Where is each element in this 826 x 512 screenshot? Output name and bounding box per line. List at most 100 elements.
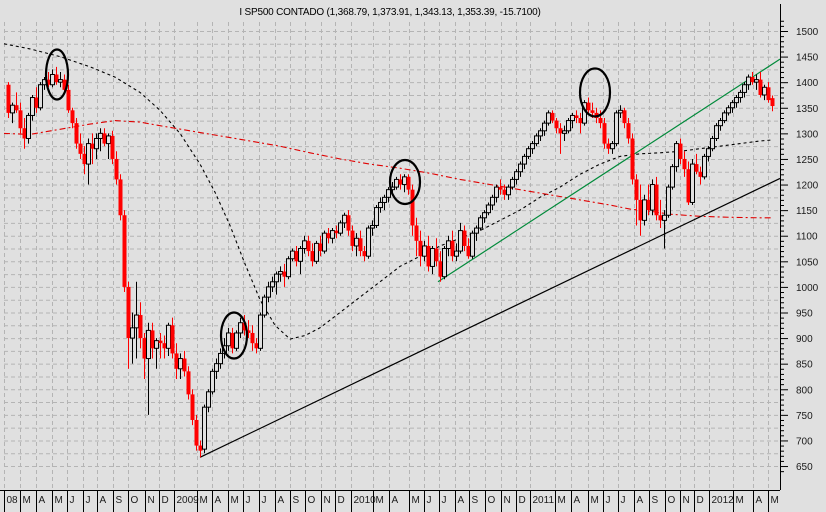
candle-down <box>126 281 131 369</box>
candle-body <box>50 74 55 86</box>
x-tick-label: 2012 <box>712 495 735 506</box>
candle-up <box>474 225 479 241</box>
candle-body <box>626 123 631 139</box>
x-tick-label: A <box>637 495 644 506</box>
candle-up <box>218 348 223 369</box>
grid <box>4 22 780 490</box>
y-tick-label: 1300 <box>796 129 819 140</box>
y-tick-label: 1450 <box>796 53 819 64</box>
candle-up <box>402 174 407 193</box>
candle-body <box>78 143 83 154</box>
candle-up <box>734 94 739 108</box>
candle-down <box>502 184 507 200</box>
x-tick-label: A <box>756 495 763 506</box>
candle-body <box>722 112 727 122</box>
candle-body <box>482 212 487 219</box>
x-tick-label: N <box>683 495 690 506</box>
candle-up <box>38 82 43 111</box>
candle-body <box>474 227 479 234</box>
candle-down <box>766 82 771 103</box>
candle-down <box>198 440 203 458</box>
candle-up <box>666 184 671 218</box>
candle-down <box>82 146 87 175</box>
candle-body <box>62 79 67 90</box>
candle-up <box>482 210 487 223</box>
candle-body <box>606 143 611 149</box>
candle-up <box>30 94 35 121</box>
candle-down <box>654 176 659 221</box>
candle-body <box>394 178 399 188</box>
x-tick-label: N <box>148 495 155 506</box>
candle-body <box>226 332 231 347</box>
candle-up <box>722 110 727 124</box>
candle-body <box>282 271 287 277</box>
candle-body <box>174 353 179 369</box>
candle-body <box>614 112 619 145</box>
candle-body <box>610 143 615 150</box>
candle-up <box>266 281 271 303</box>
candle-up <box>26 112 31 144</box>
support-trendline <box>199 177 781 458</box>
candle-body <box>110 135 115 159</box>
candle-body <box>686 169 691 203</box>
candle-body <box>294 251 299 262</box>
candle-body <box>478 217 483 229</box>
candle-body <box>514 171 519 180</box>
candle-body <box>538 130 543 137</box>
candle-up <box>206 389 211 413</box>
y-tick-label: 950 <box>796 308 813 319</box>
candle-up <box>566 118 571 134</box>
candle-body <box>646 199 651 211</box>
y-tick-label: 750 <box>796 411 813 422</box>
candle-up <box>446 235 451 257</box>
candle-body <box>198 445 203 451</box>
candle-body <box>126 286 131 339</box>
candle-up <box>506 184 511 200</box>
x-tick-label: A <box>392 495 399 506</box>
candle-body <box>334 230 339 234</box>
x-tick-label: 2011 <box>533 495 555 506</box>
candle-body <box>146 329 151 360</box>
candle-body <box>454 250 459 257</box>
candle-down <box>282 263 287 287</box>
candle-up <box>762 84 767 101</box>
candle-body <box>210 370 215 393</box>
candle-body <box>6 84 11 113</box>
candle-body <box>638 199 643 221</box>
candle-body <box>326 233 331 239</box>
candle-up <box>366 225 371 259</box>
x-tick-label: S <box>472 495 479 506</box>
candle-up <box>570 112 575 129</box>
x-tick-label: A <box>100 495 107 506</box>
candle-body <box>730 102 735 109</box>
candle-body <box>378 201 383 209</box>
candle-up <box>202 404 207 454</box>
candle-down <box>682 151 687 177</box>
candle-body <box>526 148 531 157</box>
candle-body <box>590 110 595 113</box>
candle-down <box>646 184 651 216</box>
candle-up <box>546 110 551 126</box>
candle-up <box>154 338 159 369</box>
candle-up <box>670 164 675 190</box>
candle-down <box>466 238 471 259</box>
candle-down <box>110 130 115 165</box>
candle-down <box>66 84 71 113</box>
x-tick-label: M <box>771 495 779 506</box>
candle-up <box>610 141 615 154</box>
candle-down <box>362 245 367 262</box>
candle-down <box>638 184 643 236</box>
candle-up <box>470 230 475 259</box>
candle-up <box>522 153 527 170</box>
candle-body <box>178 358 183 370</box>
candle-body <box>434 248 439 262</box>
x-tick-label: A <box>215 495 222 506</box>
candle-down <box>18 102 23 134</box>
candle-down <box>62 74 67 93</box>
candle-body <box>710 137 715 150</box>
highlight-circle <box>44 48 70 101</box>
x-tick-label: J <box>86 495 91 506</box>
candle-body <box>86 143 91 165</box>
candle-up <box>262 294 267 318</box>
